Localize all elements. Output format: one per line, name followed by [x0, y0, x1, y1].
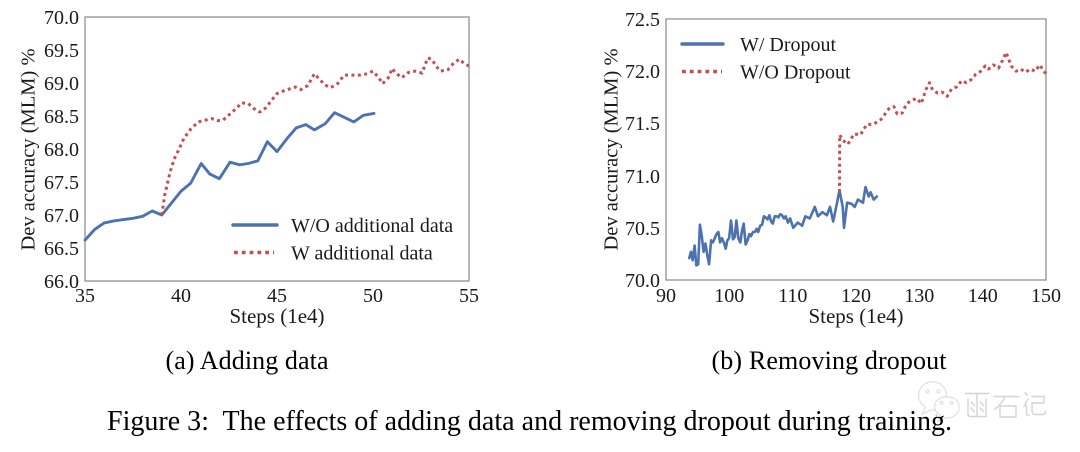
svg-text:68.5: 68.5: [44, 106, 79, 128]
svg-text:66.5: 66.5: [44, 238, 79, 260]
svg-text:72.5: 72.5: [625, 9, 660, 31]
svg-text:130: 130: [904, 285, 934, 307]
svg-text:71.0: 71.0: [625, 166, 660, 188]
svg-text:Steps (1e4): Steps (1e4): [808, 304, 903, 328]
svg-text:45: 45: [267, 285, 287, 307]
svg-text:66.0: 66.0: [44, 271, 79, 293]
svg-text:70.5: 70.5: [625, 218, 660, 240]
svg-text:70.0: 70.0: [44, 7, 79, 29]
svg-text:W/ Dropout: W/ Dropout: [740, 34, 837, 56]
svg-text:100: 100: [714, 285, 744, 307]
svg-text:W additional data: W additional data: [291, 243, 433, 265]
svg-text:72.0: 72.0: [625, 61, 660, 83]
svg-text:(b) Removing dropout: (b) Removing dropout: [712, 346, 948, 375]
svg-text:120: 120: [841, 285, 871, 307]
svg-text:Steps (1e4): Steps (1e4): [229, 304, 324, 328]
svg-text:Dev accuracy (MLM) %: Dev accuracy (MLM) %: [18, 48, 40, 250]
svg-text:50: 50: [363, 285, 383, 307]
svg-text:71.5: 71.5: [625, 113, 660, 135]
svg-text:90: 90: [656, 285, 676, 307]
svg-text:69.0: 69.0: [44, 73, 79, 95]
svg-text:(a) Adding data: (a) Adding data: [166, 346, 329, 375]
svg-text:67.5: 67.5: [44, 172, 79, 194]
svg-text:67.0: 67.0: [44, 205, 79, 227]
svg-text:Figure 3: The effects of addi: Figure 3: The effects of adding data and…: [107, 406, 952, 437]
svg-text:35: 35: [75, 285, 95, 307]
svg-text:40: 40: [171, 285, 191, 307]
svg-text:140: 140: [968, 285, 998, 307]
svg-text:69.5: 69.5: [44, 40, 79, 62]
svg-text:W/O Dropout: W/O Dropout: [740, 62, 851, 84]
svg-text:110: 110: [778, 285, 807, 307]
svg-text:150: 150: [1031, 285, 1061, 307]
svg-text:Dev accuracy (MLM) %: Dev accuracy (MLM) %: [601, 48, 623, 250]
svg-text:55: 55: [459, 285, 479, 307]
svg-text:68.0: 68.0: [44, 139, 79, 161]
svg-text:70.0: 70.0: [625, 270, 660, 292]
svg-text:W/O additional data: W/O additional data: [291, 215, 453, 237]
